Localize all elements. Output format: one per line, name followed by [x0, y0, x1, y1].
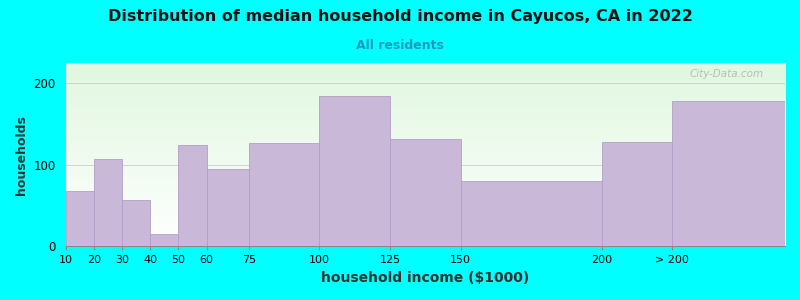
Text: Distribution of median household income in Cayucos, CA in 2022: Distribution of median household income …: [107, 9, 693, 24]
Bar: [206, 169, 249, 246]
Y-axis label: households: households: [15, 115, 28, 195]
Bar: [461, 181, 602, 246]
Text: All residents: All residents: [356, 39, 444, 52]
Bar: [150, 234, 178, 246]
Bar: [390, 139, 461, 246]
Bar: [122, 200, 150, 246]
X-axis label: household income ($1000): household income ($1000): [321, 271, 530, 285]
Bar: [672, 101, 785, 246]
Bar: [94, 159, 122, 246]
Bar: [178, 145, 206, 246]
Bar: [602, 142, 672, 246]
Bar: [66, 191, 94, 246]
Bar: [319, 96, 390, 246]
Text: City-Data.com: City-Data.com: [690, 68, 763, 79]
Bar: [249, 143, 319, 246]
